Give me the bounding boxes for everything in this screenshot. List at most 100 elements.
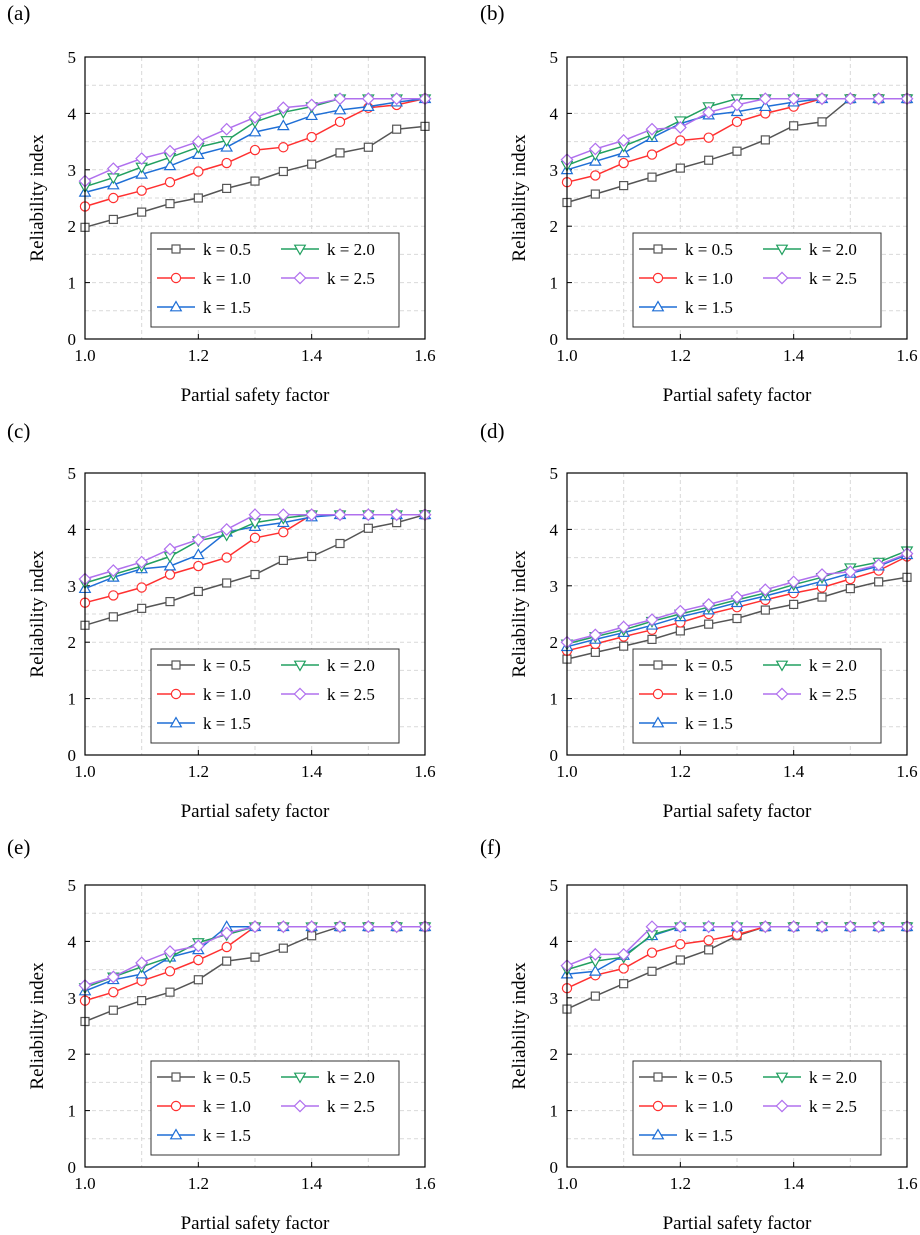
x-axis-title: Partial safety factor [663,1213,812,1234]
legend-item: k = 0.5 [157,656,251,675]
data-point [817,117,827,127]
x-tick-label: 1.4 [301,1174,323,1193]
data-point [617,134,631,147]
data-point [647,172,657,182]
data-point [758,583,772,597]
data-point [361,100,375,112]
data-point [164,177,176,188]
y-tick-label: 3 [550,161,559,180]
legend-marker [775,244,789,256]
legend-item: k = 2.0 [281,656,375,675]
panel-label: (f) [480,835,501,859]
data-point [673,920,687,934]
data-point [588,628,602,642]
y-axis-title: Reliability index [509,550,530,678]
y-tick-label: 5 [68,464,77,483]
legend-item: k = 1.5 [639,298,733,317]
data-point [163,542,177,556]
plot-frame [566,884,908,1168]
y-tick-label: 3 [68,989,77,1008]
data-point [222,578,232,588]
legend-label: k = 1.5 [203,1126,251,1145]
data-point [361,508,375,522]
data-point [588,947,602,961]
legend-marker [293,271,307,285]
plot-frame [84,56,426,340]
legend-marker [651,1128,665,1140]
data-point [704,619,714,629]
legend-item: k = 1.5 [639,714,733,733]
legend-label: k = 1.5 [203,714,251,733]
data-point [787,920,801,934]
data-point [193,166,204,177]
x-tick-label: 1.2 [670,1174,691,1193]
data-point [787,575,801,589]
legend-item: k = 2.5 [763,685,857,704]
data-point [333,508,347,522]
data-point [361,920,375,934]
chart-panel-b: (b) 1.0 1.2 1.4 1.6 0 1 2 3 4 5 Partial safety fact… [480,1,918,406]
data-point [675,163,685,173]
legend-item: k = 1.0 [639,685,733,704]
data-point [248,125,262,137]
panel-label: (c) [7,419,30,443]
y-tick-label: 4 [68,932,77,951]
data-point [108,612,118,622]
legend-label: k = 0.5 [203,656,251,675]
legend-item: k = 1.0 [157,685,251,704]
legend: k = 0.5 k = 1.0 k = 1.5 k = 2.0 k = 2.5 [150,648,400,744]
data-point [619,180,629,191]
legend-label: k = 0.5 [685,656,733,675]
data-point [590,189,600,199]
series-5 [560,920,914,973]
data-point [817,592,827,602]
data-point [789,599,799,610]
series-5 [560,92,914,167]
data-point [248,110,262,124]
data-point [135,152,149,165]
legend-label: k = 2.0 [327,656,375,675]
legend-label: k = 1.0 [685,1097,733,1116]
data-point [137,603,147,613]
data-point [193,954,204,966]
x-axis-title: Partial safety factor [181,801,330,822]
data-point [137,996,147,1006]
data-point [730,920,744,934]
y-tick-label: 4 [550,932,559,951]
legend-marker [652,272,664,284]
legend-label: k = 1.5 [685,714,733,733]
legend-label: k = 2.5 [327,1097,375,1116]
chart-panel-c: (c) 1.0 1.2 1.4 1.6 0 1 2 3 4 5 Partial safety fact… [7,419,436,822]
data-point [250,569,260,580]
chart-panel-f: (f) 1.0 1.2 1.4 1.6 0 1 2 3 4 5 Partial safety fact… [480,835,918,1234]
x-tick-label: 1.0 [556,346,577,365]
y-tick-label: 1 [550,1102,559,1121]
legend-marker [775,1072,789,1084]
data-point [163,144,177,158]
data-point [843,92,857,106]
legend-label: k = 2.5 [327,269,375,288]
data-point [221,552,232,563]
data-point [276,101,290,115]
data-point [278,527,289,538]
legend-label: k = 2.5 [809,685,857,704]
legend-item: k = 1.0 [157,1097,251,1116]
legend-item: k = 2.5 [281,269,375,288]
data-point [191,548,205,560]
data-point [704,945,714,955]
x-tick-label: 1.0 [74,762,95,781]
data-point [276,119,290,131]
y-tick-label: 5 [550,464,559,483]
legend-item: k = 2.0 [763,240,857,259]
y-tick-label: 1 [68,690,77,709]
data-point [646,149,658,160]
data-point [845,584,855,594]
data-point [760,135,770,145]
legend-item: k = 2.0 [281,1068,375,1087]
data-point [730,590,744,604]
series-1 [80,922,430,1027]
data-point [191,533,205,547]
chart-panel-e: (e) 1.0 1.2 1.4 1.6 0 1 2 3 4 5 Partial safety fact… [7,835,436,1234]
plot-frame [566,56,908,340]
